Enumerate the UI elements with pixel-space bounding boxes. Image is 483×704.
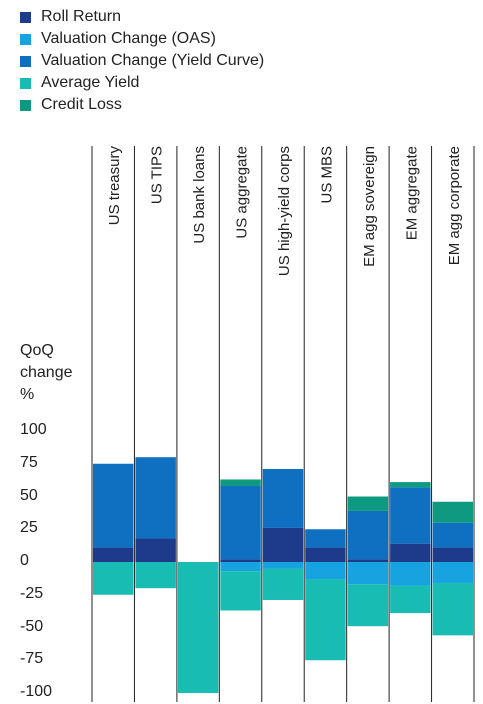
bar-segment	[135, 538, 176, 562]
legend-label: Credit Loss	[41, 96, 122, 113]
y-tick-label: 75	[20, 453, 38, 471]
legend-item-valuation-oas: Valuation Change (OAS)	[20, 28, 264, 50]
y-tick-label: 100	[20, 421, 47, 439]
bar-segment	[347, 559, 389, 562]
category-label: EM aggregate	[403, 146, 420, 240]
bar-segment	[93, 562, 134, 595]
category-label: US bank loans	[191, 146, 208, 244]
bar-segment	[305, 562, 346, 580]
bar-segment	[220, 479, 261, 487]
category-label: US treasury	[106, 146, 123, 226]
legend-label: Valuation Change (Yield Curve)	[41, 52, 265, 69]
y-tick-label: -75	[20, 650, 44, 668]
legend-item-average-yield: Average Yield	[20, 72, 264, 94]
legend-swatch	[20, 99, 31, 111]
bar-segment	[177, 562, 219, 693]
bar-segment	[347, 562, 389, 585]
bar-segment	[135, 457, 176, 539]
y-tick-label: 50	[20, 486, 38, 504]
category-label: EM agg sovereign	[361, 146, 378, 267]
bar-segment	[390, 585, 431, 614]
bar-segment	[390, 562, 431, 586]
legend-swatch	[20, 55, 31, 67]
category-label: US aggregate	[234, 146, 251, 239]
bar-segment	[390, 482, 431, 488]
category-label: US high-yield corps	[276, 146, 293, 276]
legend-item-credit-loss: Credit Loss	[20, 94, 264, 116]
y-tick-label: 0	[20, 552, 29, 570]
legend-item-valuation-yield-curve: Valuation Change (Yield Curve)	[20, 50, 264, 72]
bar-segment	[262, 568, 304, 600]
bar-segment	[305, 529, 346, 548]
legend-label: Valuation Change (OAS)	[41, 30, 216, 47]
bar-segment	[390, 543, 431, 562]
bar-segment	[432, 501, 473, 523]
legend-swatch	[20, 33, 31, 45]
bar-segment	[432, 562, 473, 583]
y-tick-label: -25	[20, 584, 44, 602]
bar-segment	[93, 463, 134, 548]
y-tick-label: -100	[20, 683, 53, 701]
y-tick-label: -50	[20, 617, 44, 635]
category-label: US TIPS	[149, 146, 166, 204]
bar-segment	[220, 486, 261, 560]
chart-legend: Roll Return Valuation Change (OAS) Valua…	[20, 6, 264, 116]
category-label: EM agg corporate	[446, 146, 463, 265]
bar-segment	[262, 562, 304, 569]
bar-segment	[262, 468, 304, 528]
bar-segment	[432, 582, 473, 636]
bar-segment	[262, 527, 304, 562]
legend-label: Roll Return	[41, 8, 122, 25]
bar-segment	[347, 584, 389, 627]
y-tick-label: 25	[20, 519, 38, 537]
legend-label: Average Yield	[41, 74, 140, 91]
y-axis-label: QoQ change %	[20, 342, 73, 403]
legend-item-roll-return: Roll Return	[20, 6, 264, 28]
bar-segment	[305, 579, 346, 661]
bar-segment	[432, 522, 473, 548]
bar-segment	[220, 559, 261, 562]
bar-segment	[305, 547, 346, 562]
bar-segment	[347, 510, 389, 560]
bar-segment	[347, 496, 389, 511]
bar-segment	[135, 562, 176, 589]
bar-segment	[390, 487, 431, 544]
bar-segment	[93, 547, 134, 562]
bar-segment	[432, 547, 473, 562]
legend-swatch	[20, 77, 31, 89]
category-label: US MBS	[318, 146, 335, 204]
bar-segment	[220, 562, 261, 572]
legend-swatch	[20, 11, 31, 23]
bar-segment	[220, 571, 261, 611]
